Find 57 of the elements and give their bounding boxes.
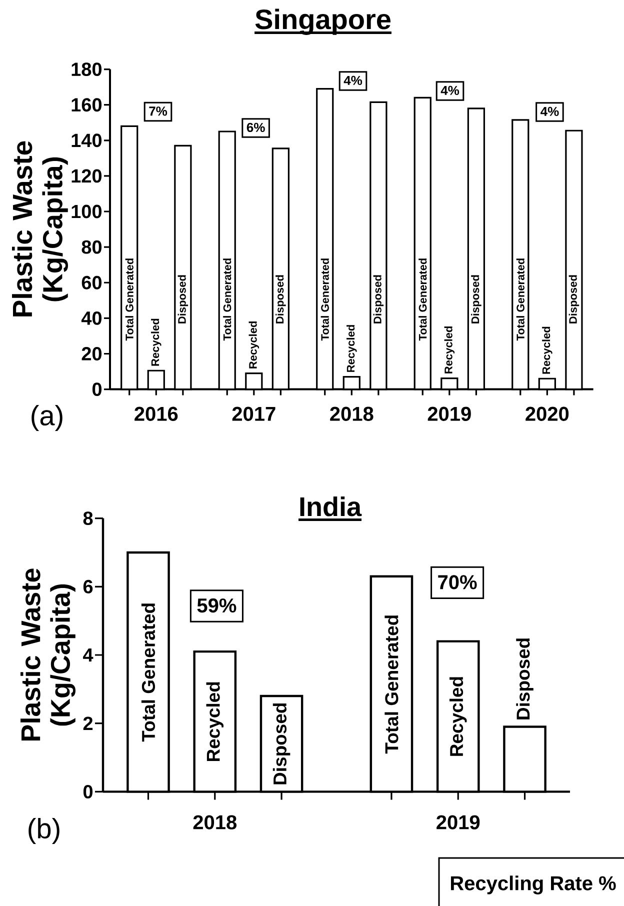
text: Disposed bbox=[272, 703, 290, 784]
annotation: 59% bbox=[197, 598, 236, 613]
text: Recycled bbox=[346, 325, 357, 372]
x-tick-label: 2019 bbox=[428, 406, 471, 421]
annotation: 7% bbox=[149, 106, 168, 116]
series-label: Disposed bbox=[178, 275, 188, 324]
annotation: 4% bbox=[540, 106, 559, 116]
y-tick-label: 0 bbox=[92, 382, 102, 396]
y-tick-label: 140 bbox=[72, 134, 102, 148]
y-tick-label: 6 bbox=[83, 580, 93, 594]
x-tick-label: 2016 bbox=[134, 406, 178, 421]
chart-title: Singapore bbox=[255, 8, 391, 35]
y-tick-label: 4 bbox=[83, 648, 94, 662]
annotation: 6% bbox=[246, 122, 265, 132]
text: Disposed bbox=[373, 275, 384, 324]
annotation: 4% bbox=[440, 86, 460, 96]
x-tick-label: 2019 bbox=[436, 815, 480, 830]
text: Total Generated bbox=[223, 258, 232, 341]
x-tick-label: 2020 bbox=[526, 406, 569, 421]
text: (b) bbox=[28, 818, 60, 844]
y-tick-label: 60 bbox=[82, 276, 102, 290]
y-axis-title: Plastic Waste (Kg/Capita) bbox=[20, 568, 76, 740]
y-tick-label: 160 bbox=[72, 98, 102, 112]
text: Recycling Rate % bbox=[450, 876, 616, 894]
y-tick-label: 100 bbox=[72, 204, 102, 218]
text: Recycled bbox=[248, 322, 260, 368]
series-label: Recycled bbox=[206, 682, 224, 762]
x-tick-label: 2018 bbox=[330, 406, 374, 421]
text: Recycled bbox=[151, 318, 162, 366]
chart-title: India bbox=[300, 496, 362, 516]
y-tick-label: 80 bbox=[82, 240, 102, 254]
y-tick-label: 20 bbox=[82, 347, 102, 360]
y-tick-label: 8 bbox=[83, 512, 93, 526]
y-tick-label: 120 bbox=[72, 169, 102, 183]
text: Total Generated bbox=[418, 258, 427, 341]
text: Total Generated bbox=[125, 258, 134, 341]
text: Disposed bbox=[471, 275, 482, 324]
text: (a) bbox=[32, 404, 62, 432]
y-tick-label: 2 bbox=[83, 716, 93, 730]
y-tick-label: 180 bbox=[72, 62, 102, 76]
series-label: Total Generated bbox=[141, 604, 156, 742]
series-label: Total Generated bbox=[320, 258, 329, 341]
y-tick-label: 40 bbox=[81, 311, 102, 325]
x-tick-label: 2018 bbox=[193, 815, 237, 830]
text: Total Generated bbox=[516, 258, 524, 341]
text: Recycled bbox=[444, 326, 455, 374]
text: Disposed bbox=[568, 275, 580, 324]
text: Recycled bbox=[542, 326, 552, 374]
annotation: 70% bbox=[438, 575, 477, 590]
text: Total Generated bbox=[384, 616, 398, 754]
y-axis-title: Plastic Waste (Kg/Capita) bbox=[12, 141, 68, 316]
text: Disposed bbox=[516, 638, 534, 720]
y-tick-label: 0 bbox=[83, 784, 93, 798]
text: Recycled bbox=[449, 677, 467, 756]
annotation: 4% bbox=[344, 76, 362, 86]
text: Disposed bbox=[276, 275, 286, 324]
x-tick-label: 2017 bbox=[232, 406, 276, 421]
